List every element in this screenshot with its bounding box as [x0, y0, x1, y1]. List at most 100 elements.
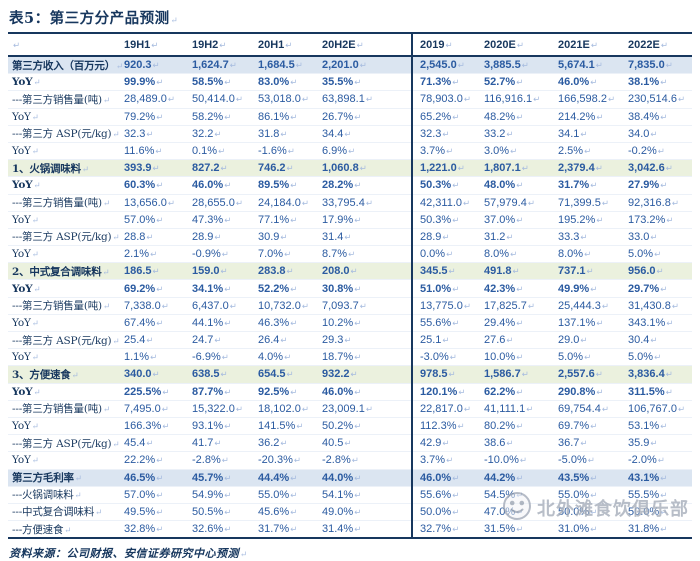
return-mark-icon: ↵	[590, 39, 598, 50]
cell: 44.2%↵	[480, 469, 554, 487]
return-mark-icon: ↵	[284, 249, 292, 260]
cell: 87.7%↵	[188, 383, 254, 401]
table-row: ---方便速食↵ 32.8%↵ 32.6%↵ 31.7%↵ 31.4%↵ 32.7%↵ 31…	[8, 520, 692, 539]
return-mark-icon: ↵	[521, 60, 529, 71]
return-mark-icon: ↵	[156, 317, 164, 328]
cell: 3.7%↵	[411, 451, 480, 470]
cell: 36.7↵	[554, 434, 624, 453]
return-mark-icon: ↵	[156, 472, 164, 483]
return-mark-icon: ↵	[463, 403, 471, 414]
return-mark-icon: ↵	[220, 163, 228, 174]
return-mark-icon: ↵	[463, 197, 471, 208]
cell: 1,060.8↵	[318, 159, 412, 178]
cell: 956.0↵	[624, 262, 692, 281]
cell: 0.1%↵	[188, 142, 254, 161]
cell: 55.0%↵	[254, 486, 318, 504]
cell: 69,754.4↵	[554, 400, 624, 418]
table-row: YoY↵ 60.3%↵ 46.0%↵ 89.5%↵ 28.2%↵ 50.3%↵ 48.0%↵…	[8, 176, 692, 195]
return-mark-icon: ↵	[677, 94, 686, 105]
return-mark-icon: ↵	[150, 352, 158, 363]
cell: 141.5%↵	[254, 417, 318, 436]
cell: 7,093.7↵	[318, 297, 412, 315]
return-mark-icon: ↵	[116, 61, 123, 72]
cell: 32.7%↵	[411, 520, 480, 539]
return-mark-icon: ↵	[290, 489, 298, 500]
table-row: ---第三方销售量(吨)↵ 7,495.0↵ 15,322.0↵ 18,102.0↵ 2…	[8, 400, 692, 418]
return-mark-icon: ↵	[290, 180, 298, 191]
row-label: ---第三方销售量(吨)↵	[8, 194, 120, 212]
return-mark-icon: ↵	[448, 369, 456, 380]
cell: 31.0%↵	[554, 520, 624, 539]
cell: 89.5%↵	[254, 176, 318, 195]
cell: 69.2%↵	[120, 279, 188, 298]
return-mark-icon: ↵	[584, 249, 592, 260]
cell: 34.1%↵	[188, 279, 254, 298]
cell: 52.7%↵	[480, 73, 554, 92]
cell: 28.9↵	[188, 228, 254, 247]
cell: 24,184.0↵	[254, 194, 318, 212]
return-mark-icon: ↵	[595, 369, 603, 380]
return-mark-icon: ↵	[214, 438, 222, 449]
return-mark-icon: ↵	[224, 180, 232, 191]
return-mark-icon: ↵	[354, 352, 362, 363]
cell: 4.0%↵	[254, 348, 318, 367]
row-label: 1、火锅调味料↵	[8, 159, 120, 178]
cell: 92.5%↵	[254, 383, 318, 401]
cell: 10.2%↵	[318, 314, 412, 333]
cell: 69.7%↵	[554, 417, 624, 436]
return-mark-icon: ↵	[596, 386, 604, 397]
return-mark-icon: ↵	[156, 506, 164, 517]
return-mark-icon: ↵	[112, 130, 120, 141]
cell: 33.0↵	[624, 228, 692, 247]
return-mark-icon: ↵	[354, 283, 362, 294]
cell: 654.5↵	[254, 365, 318, 384]
return-mark-icon: ↵	[660, 524, 668, 535]
cell: 49.9%↵	[554, 279, 624, 298]
cell: 58.5%↵	[188, 73, 254, 92]
return-mark-icon: ↵	[516, 317, 524, 328]
return-mark-icon: ↵	[516, 283, 524, 294]
row-label: YoY↵	[8, 348, 120, 367]
cell: 7.0%↵	[254, 245, 318, 264]
return-mark-icon: ↵	[293, 455, 301, 466]
return-mark-icon: ↵	[31, 318, 39, 329]
return-mark-icon: ↵	[102, 405, 110, 416]
cell: 79.2%↵	[120, 108, 188, 126]
cell: 166.3%↵	[120, 417, 188, 436]
cell: 32.3↵	[411, 125, 480, 143]
cell: 120.1%↵	[411, 383, 480, 401]
return-mark-icon: ↵	[595, 163, 603, 174]
return-mark-icon: ↵	[296, 421, 304, 432]
return-mark-icon: ↵	[344, 335, 352, 346]
cell: 25,444.3↵	[554, 297, 624, 315]
return-mark-icon: ↵	[146, 335, 154, 346]
cell: 22,817.0↵	[411, 400, 480, 418]
row-label: YoY↵	[8, 108, 120, 126]
return-mark-icon: ↵	[580, 335, 588, 346]
cell: 32.6%↵	[188, 520, 254, 539]
cell: 57.0%↵	[120, 211, 188, 229]
return-mark-icon: ↵	[359, 60, 367, 71]
return-mark-icon: ↵	[170, 16, 179, 26]
header-row: ↵ 19H1↵ 19H2↵ 20H1↵ 20H2E↵ 2019↵ 2020E↵ 2021E↵ 2…	[8, 33, 692, 57]
cell: 44.0%↵	[318, 469, 412, 487]
cell: 57.0%↵	[120, 486, 188, 504]
cell: 737.1↵	[554, 262, 624, 281]
cell: 8.0%↵	[480, 245, 554, 264]
cell: 32.8%↵	[120, 520, 188, 539]
return-mark-icon: ↵	[162, 421, 170, 432]
return-mark-icon: ↵	[516, 180, 524, 191]
table-row: 1、火锅调味料↵ 393.9↵ 827.2↵ 746.2↵ 1,060.8↵ 1,221.…	[8, 159, 692, 178]
table-row: 第三方毛利率↵ 46.5%↵ 45.7%↵ 44.4%↵ 44.0%↵ 46.0%↵ 44.…	[8, 469, 692, 487]
cell: 340.0↵	[120, 365, 188, 384]
return-mark-icon: ↵	[354, 180, 362, 191]
column-header-empty: ↵	[8, 33, 120, 57]
row-label: 第三方收入（百万元）↵	[8, 56, 123, 75]
row-label: YoY↵	[8, 211, 120, 229]
cell: -3.0%↵	[411, 348, 480, 367]
return-mark-icon: ↵	[365, 94, 373, 105]
column-header-19H1: 19H1↵	[120, 33, 188, 57]
return-mark-icon: ↵	[354, 317, 362, 328]
return-mark-icon: ↵	[660, 506, 668, 517]
cell: 30.8%↵	[318, 279, 412, 298]
